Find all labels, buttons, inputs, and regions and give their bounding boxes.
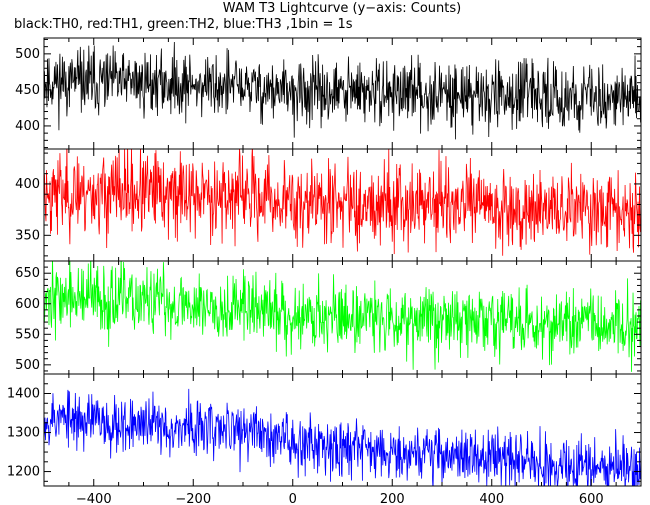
y-tick-label: 400 (15, 119, 40, 134)
series-line-th0 (44, 41, 641, 140)
series-line-th2 (44, 261, 641, 372)
x-tick-label: −400 (76, 492, 112, 505)
y-tick-label: 550 (15, 327, 40, 342)
x-tick-label: −200 (175, 492, 211, 505)
y-tick-label: 1400 (7, 387, 40, 402)
chart-subtitle: black:TH0, red:TH1, green:TH2, blue:TH3 … (14, 17, 353, 32)
panel-th3: 1200 1300 1400 (7, 373, 642, 487)
x-tick-label: 600 (579, 492, 604, 505)
panel-th0: 400 450 500 (15, 37, 642, 150)
x-tick-label: 200 (380, 492, 405, 505)
y-tick-label: 1200 (7, 465, 40, 480)
y-tick-label: 600 (15, 297, 40, 312)
panel-th2: 500 550 600 650 (15, 260, 642, 375)
y-tick-label: 650 (15, 266, 40, 281)
y-tick-label: 500 (15, 47, 40, 62)
y-tick-label: 1300 (7, 426, 40, 441)
y-tick-label: 450 (15, 83, 40, 98)
panel-th1: 350 400 (15, 148, 642, 262)
y-tick-label: 400 (15, 177, 40, 192)
x-tick-label: 0 (289, 492, 297, 505)
y-tick-label: 500 (15, 358, 40, 373)
series-line-th3 (44, 388, 641, 486)
chart-title: WAM T3 Lightcurve (y−axis: Counts) (223, 1, 461, 16)
y-tick-label: 350 (15, 228, 40, 243)
series-line-th1 (44, 149, 641, 256)
x-tick-label: 400 (479, 492, 504, 505)
